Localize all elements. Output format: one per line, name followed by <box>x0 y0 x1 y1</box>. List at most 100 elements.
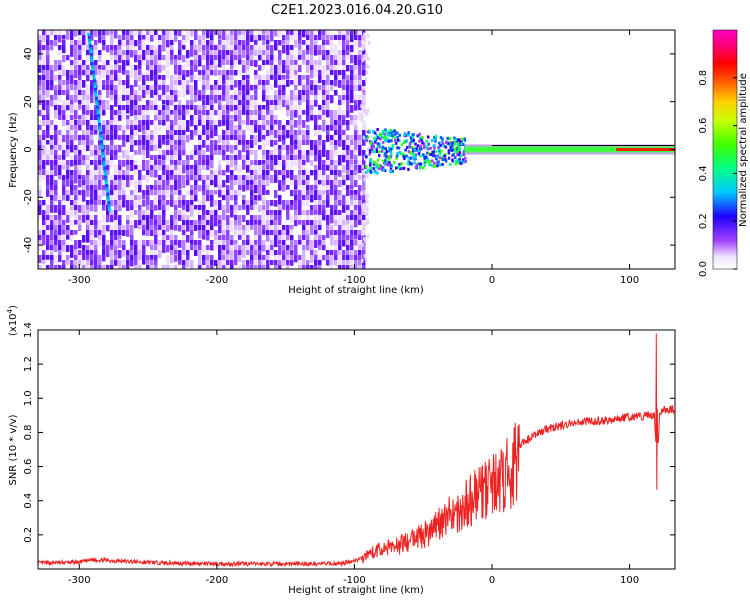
heatmap-cell <box>170 95 174 104</box>
heatmap-cell <box>314 255 318 262</box>
heatmap-cell <box>70 195 74 202</box>
heatmap-cell <box>350 165 354 170</box>
heatmap-cell <box>250 185 254 191</box>
heatmap-cell <box>82 155 86 161</box>
heatmap-cell <box>427 135 430 139</box>
heatmap-cell <box>90 150 94 157</box>
heatmap-cell <box>66 120 70 127</box>
heatmap-cell <box>306 65 310 73</box>
heatmap-cell <box>78 170 82 179</box>
heatmap-cell <box>90 30 94 38</box>
heatmap-cell <box>254 135 258 144</box>
heatmap-cell <box>114 135 118 140</box>
heatmap-cell <box>238 80 242 87</box>
heatmap-cell <box>278 230 282 236</box>
heatmap-cell <box>74 85 78 93</box>
heatmap-cell <box>106 189 109 194</box>
heatmap-cell <box>362 95 365 100</box>
heatmap-cell <box>158 90 162 99</box>
heatmap-cell <box>375 162 378 166</box>
heatmap-cell <box>230 100 234 108</box>
heatmap-cell <box>142 75 146 81</box>
heatmap-cell <box>78 40 82 47</box>
heatmap-cell <box>102 255 106 262</box>
heatmap-cell <box>306 85 310 91</box>
heatmap-cell <box>427 142 430 146</box>
heatmap-cell <box>198 150 202 159</box>
heatmap-cell <box>202 235 206 240</box>
heatmap-cell <box>142 110 146 116</box>
heatmap-cell <box>278 30 282 38</box>
heatmap-cell <box>70 220 74 225</box>
heatmap-cell <box>98 30 102 36</box>
heatmap-cell <box>74 210 78 218</box>
heatmap-cell <box>373 131 377 135</box>
heatmap-cell <box>322 70 326 78</box>
heatmap-cell <box>250 35 254 43</box>
heatmap-cell <box>322 200 326 205</box>
heatmap-cell <box>286 40 290 47</box>
heatmap-cell <box>376 142 380 146</box>
heatmap-cell <box>258 265 262 269</box>
heatmap-cell <box>182 80 186 87</box>
heatmap-cell <box>366 147 369 152</box>
heatmap-cell <box>134 210 138 215</box>
heatmap-cell <box>214 235 218 243</box>
heatmap-cell <box>266 100 270 109</box>
heatmap-cell <box>294 195 298 203</box>
heatmap-cell <box>393 160 396 164</box>
heatmap-cell <box>222 235 226 242</box>
heatmap-cell <box>354 60 358 66</box>
heatmap-cell <box>306 235 310 243</box>
heatmap-cell <box>118 195 122 203</box>
heatmap-cell <box>154 245 158 251</box>
heatmap-cell <box>250 160 254 166</box>
heatmap-cell <box>382 168 385 172</box>
heatmap-cell <box>270 115 274 122</box>
heatmap-cell <box>419 144 423 148</box>
heatmap-cell <box>134 115 138 122</box>
heatmap-cell <box>346 200 350 207</box>
heatmap-cell <box>146 130 150 138</box>
heatmap-cell <box>110 70 114 75</box>
spectrogram-x-axis-label: Height of straight line (km) <box>288 285 424 296</box>
heatmap-cell <box>222 265 226 269</box>
heatmap-cell <box>250 240 254 246</box>
heatmap-cell <box>270 165 274 171</box>
heatmap-cell <box>158 140 162 149</box>
heatmap-cell <box>234 100 238 106</box>
heatmap-cell <box>170 180 174 188</box>
heatmap-cell <box>393 129 396 133</box>
heatmap-cell <box>234 145 238 152</box>
heatmap-cell <box>342 260 346 269</box>
heatmap-cell <box>74 60 78 65</box>
heatmap-cell <box>70 175 74 182</box>
heatmap-cell <box>130 230 134 237</box>
heatmap-cell <box>230 260 234 268</box>
heatmap-cell <box>182 215 186 222</box>
heatmap-cell <box>310 150 314 156</box>
heatmap-cell <box>82 215 86 223</box>
heatmap-cell <box>178 140 182 146</box>
heatmap-cell <box>388 161 391 165</box>
heatmap-cell <box>286 60 290 65</box>
heatmap-cell <box>174 200 178 209</box>
heatmap-cell <box>186 260 190 268</box>
heatmap-cell <box>122 245 126 252</box>
heatmap-cell <box>150 50 154 57</box>
heatmap-cell <box>226 205 230 214</box>
heatmap-cell <box>178 90 182 97</box>
heatmap-cell <box>381 132 385 136</box>
heatmap-cell <box>262 80 266 87</box>
heatmap-cell <box>38 95 42 101</box>
heatmap-cell <box>70 260 74 269</box>
heatmap-cell <box>286 120 290 127</box>
heatmap-cell <box>122 200 126 208</box>
heatmap-cell <box>246 125 250 131</box>
heatmap-cell <box>178 115 182 123</box>
heatmap-cell <box>318 55 322 63</box>
heatmap-cell <box>278 60 282 66</box>
heatmap-cell <box>198 60 202 67</box>
heatmap-cell <box>358 140 362 148</box>
heatmap-cell <box>66 90 70 98</box>
